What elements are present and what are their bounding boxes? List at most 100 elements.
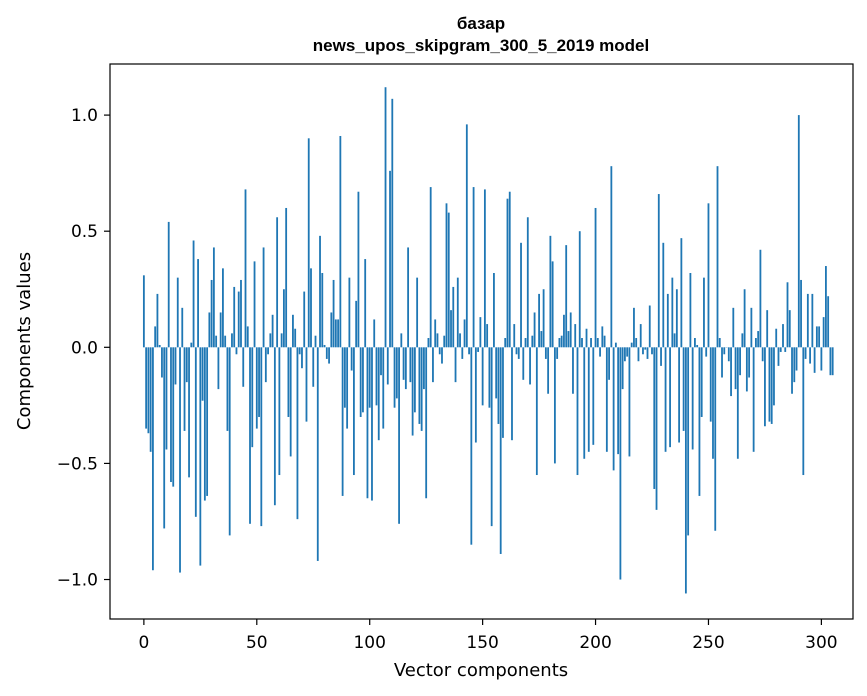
bar: [201, 347, 204, 401]
bar: [319, 235, 321, 348]
x-tick-label: 250: [692, 633, 724, 653]
bar: [820, 347, 823, 371]
bar: [770, 347, 773, 424]
bar: [619, 347, 622, 580]
bar: [332, 279, 335, 348]
bar: [513, 324, 516, 348]
bar: [432, 347, 434, 383]
bar: [323, 344, 326, 348]
bar: [298, 347, 301, 355]
bar: [815, 326, 818, 348]
bar: [267, 347, 269, 355]
bar: [158, 344, 161, 348]
bar: [662, 242, 665, 348]
bar: [696, 344, 699, 348]
bar: [750, 307, 753, 348]
bar: [206, 347, 209, 496]
bar: [773, 347, 775, 406]
bar: [240, 279, 242, 348]
bar: [400, 333, 403, 348]
bar: [630, 342, 633, 348]
bar: [249, 347, 251, 524]
bar: [757, 331, 760, 348]
bar: [572, 347, 574, 394]
x-tick-label: 150: [466, 633, 498, 653]
bar: [605, 347, 608, 452]
bar: [217, 347, 220, 390]
bar: [811, 293, 814, 348]
x-axis-label: Vector components: [394, 660, 568, 681]
bar: [199, 347, 202, 566]
bar: [307, 138, 310, 348]
bar: [542, 289, 545, 348]
bar: [549, 235, 552, 348]
bar: [185, 347, 188, 383]
bar: [303, 291, 306, 348]
bar: [822, 317, 825, 348]
bar: [429, 187, 432, 348]
bar: [413, 347, 416, 413]
bar: [644, 347, 647, 350]
bar: [296, 347, 299, 520]
bar: [687, 347, 690, 536]
bar: [483, 189, 486, 348]
plot-area-frame: [109, 63, 854, 620]
y-axis-ticks: −1.0 −0.5 0.0 0.5 1.0: [57, 106, 110, 591]
bar: [657, 194, 660, 348]
bar: [271, 314, 274, 348]
bar: [215, 335, 218, 348]
bar: [357, 191, 360, 348]
bar: [280, 333, 283, 348]
bar: [741, 333, 744, 348]
bar: [533, 312, 536, 348]
bar: [508, 191, 511, 348]
bar: [628, 347, 631, 457]
bar: [639, 324, 642, 348]
bar: [535, 347, 538, 476]
bar: [262, 247, 265, 348]
bar: [565, 245, 568, 348]
bar: [666, 293, 669, 348]
bar: [328, 347, 330, 364]
bar: [149, 347, 152, 452]
bar: [752, 347, 755, 452]
bar: [282, 289, 285, 348]
bar: [486, 324, 489, 348]
bar: [330, 312, 333, 348]
y-tick-label: 0.0: [71, 338, 98, 358]
bar: [551, 261, 554, 348]
bar: [626, 347, 629, 357]
bar: [355, 300, 358, 348]
bar: [603, 335, 606, 348]
bar: [707, 203, 710, 348]
bars-group: [142, 87, 834, 594]
x-tick-label: 0: [138, 633, 149, 653]
bar: [176, 277, 179, 348]
bar: [380, 347, 382, 376]
bar: [709, 347, 712, 422]
bar: [788, 310, 791, 348]
bar: [786, 282, 789, 348]
bar: [721, 347, 723, 378]
bar: [348, 277, 351, 348]
bar: [556, 347, 559, 359]
y-tick-label: −1.0: [57, 571, 98, 591]
bar: [468, 347, 470, 355]
bar: [829, 347, 832, 376]
bar: [831, 347, 834, 376]
bar: [416, 277, 419, 348]
bar: [314, 335, 317, 348]
bar: [456, 277, 459, 348]
bar: [152, 347, 154, 571]
bar: [748, 347, 751, 378]
bar: [806, 293, 809, 348]
bar: [316, 347, 319, 561]
bar: [445, 203, 448, 348]
bar: [337, 319, 339, 348]
bar: [156, 293, 159, 348]
bar: [522, 347, 525, 380]
bar: [490, 347, 493, 527]
bar: [504, 338, 507, 348]
bar: [739, 347, 741, 376]
